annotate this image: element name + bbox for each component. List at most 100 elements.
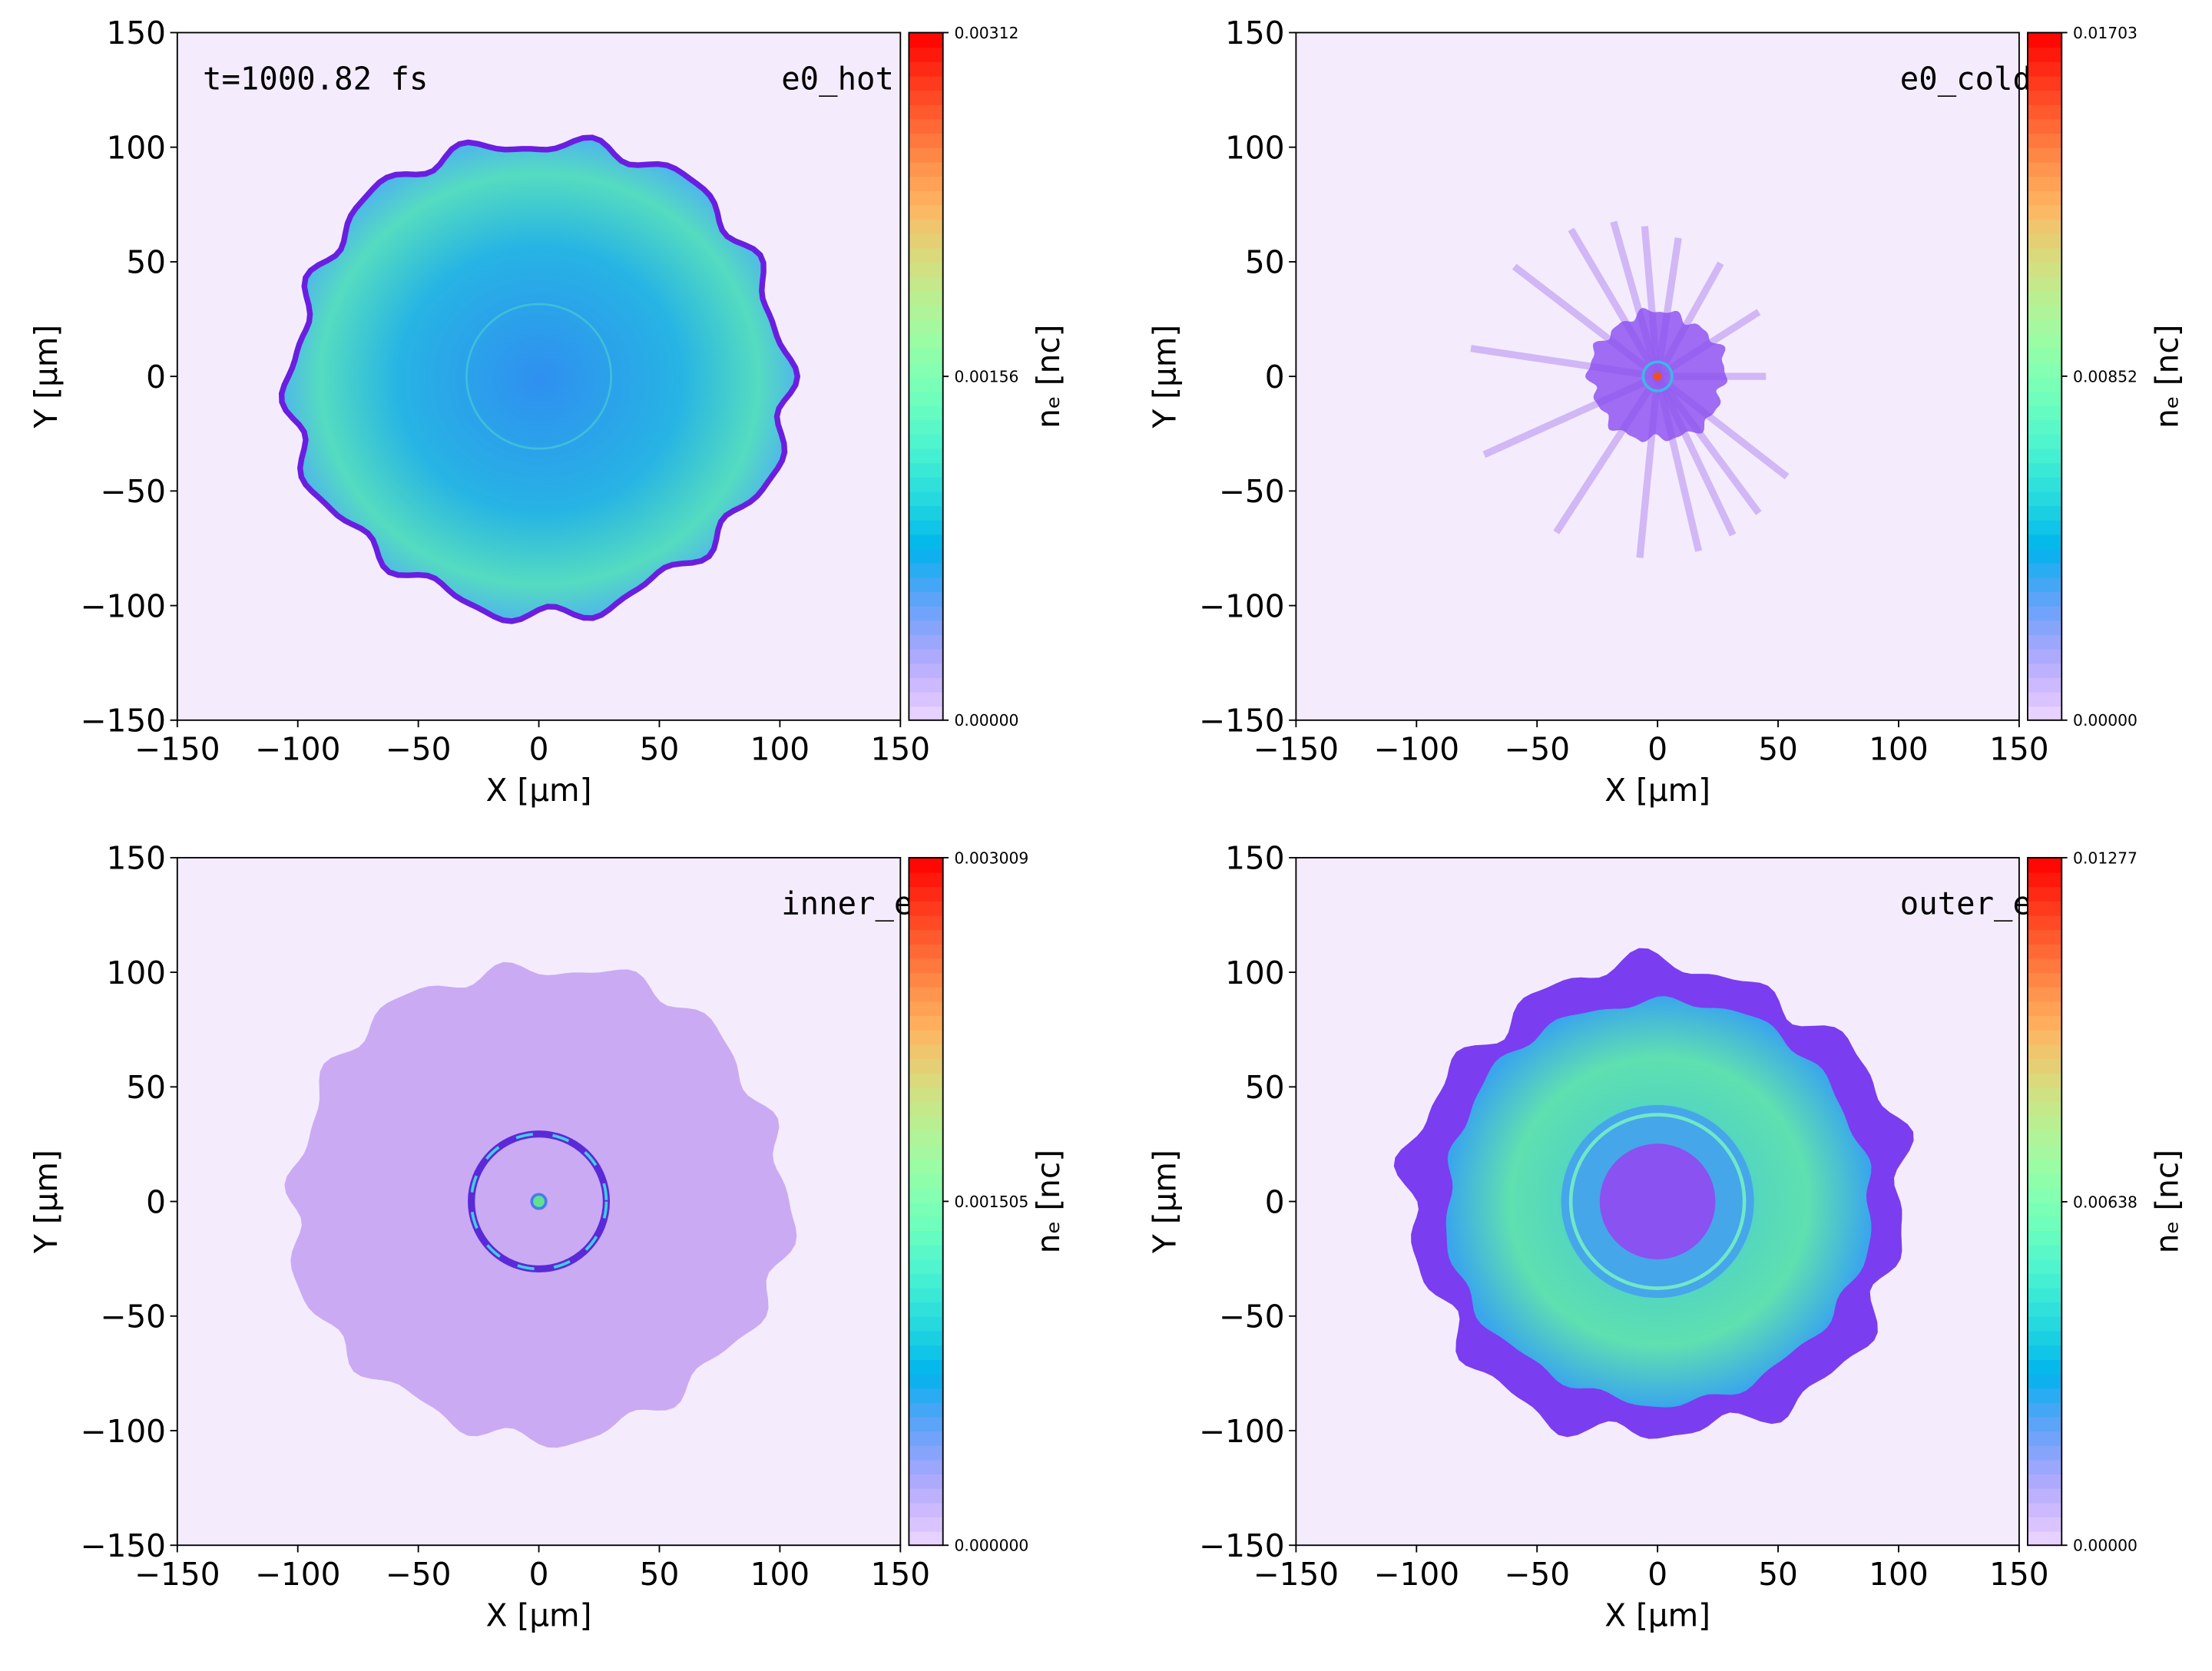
x-tick-label: −50 (1504, 1556, 1570, 1593)
y-tick-label: −50 (1219, 473, 1285, 510)
colorbar-band (909, 706, 943, 721)
colorbar-frame (908, 31, 944, 721)
y-axis-label: Y [μm] (1146, 1150, 1183, 1254)
colorbar-band (2027, 605, 2062, 621)
colorbar-band (909, 534, 943, 550)
x-tick-label: 0 (529, 1556, 549, 1593)
colorbar-band (909, 491, 943, 507)
species-label: outer_e1 (1900, 885, 2051, 922)
colorbar-label: nₑ [nc] (1030, 1150, 1067, 1253)
x-tick-label: 150 (1989, 1556, 2049, 1593)
colorbar-band (909, 1487, 943, 1504)
x-tick-label: −50 (386, 1556, 452, 1593)
colorbar-band (2027, 1530, 2062, 1547)
x-axis-label: X [μm] (486, 772, 592, 809)
colorbar-band (2027, 290, 2062, 306)
colorbar-band (2027, 1015, 2062, 1031)
x-tick-label: −150 (1253, 731, 1339, 768)
colorbar-band (2027, 204, 2062, 220)
colorbar-band (2027, 1158, 2062, 1174)
colorbar-band (2027, 390, 2062, 406)
x-tick-label: 150 (871, 731, 931, 768)
x-tick-label: 100 (750, 1556, 810, 1593)
colorbar-band (909, 133, 943, 148)
colorbar-band (2027, 519, 2062, 535)
colorbar-band (2027, 462, 2062, 478)
x-tick-label: 0 (1647, 1556, 1667, 1593)
colorbar-band (909, 1302, 943, 1317)
colorbar-band (909, 915, 943, 931)
x-axis-label: X [μm] (1604, 772, 1710, 809)
colorbar-band (909, 476, 943, 492)
colorbar-band (909, 118, 943, 134)
colorbar-band (2027, 1100, 2062, 1117)
colorbar-band (2027, 663, 2062, 678)
y-tick-label: −150 (1199, 703, 1285, 740)
y-tick-label: 50 (1245, 244, 1285, 281)
density-ring (469, 1132, 608, 1271)
colorbar-band (909, 1087, 943, 1103)
y-tick-label: −150 (80, 703, 166, 740)
y-tick-label: 0 (146, 1183, 166, 1220)
colorbar-band (2027, 1229, 2062, 1246)
colorbar-band (2027, 1130, 2062, 1146)
colorbar-band (2027, 362, 2062, 378)
colorbar-band (2027, 376, 2062, 392)
colorbar-band (909, 390, 943, 406)
y-tick-label: 50 (1245, 1069, 1285, 1106)
y-tick-label: −150 (1199, 1527, 1285, 1564)
colorbar-band (909, 1287, 943, 1303)
colorbar-band (2027, 118, 2062, 134)
y-tick-label: 100 (107, 955, 167, 991)
colorbar-band (909, 1001, 943, 1017)
colorbar-band (909, 304, 943, 320)
x-tick-label: −50 (386, 731, 452, 768)
colorbar-band (909, 1259, 943, 1274)
colorbar-band (909, 648, 943, 664)
species-label: e0_hot (781, 60, 894, 97)
colorbar-band (2027, 1416, 2062, 1432)
colorbar-band (909, 1044, 943, 1060)
x-tick-label: 50 (640, 1556, 680, 1593)
colorbar-band (909, 1388, 943, 1403)
colorbar-band (2027, 1143, 2062, 1160)
colorbar-band (909, 333, 943, 349)
colorbar-band (2027, 90, 2062, 105)
x-tick-label: −150 (134, 1556, 220, 1593)
colorbar-band (909, 591, 943, 607)
colorbar-band (909, 1158, 943, 1174)
colorbar-band (2027, 1444, 2062, 1461)
colorbar-band (909, 1015, 943, 1031)
colorbar-band (909, 1216, 943, 1231)
colorbar-band (909, 261, 943, 277)
colorbar-band (909, 900, 943, 916)
colorbar-band (2027, 1345, 2062, 1360)
colorbar-band (2027, 943, 2062, 959)
colorbar-band (909, 61, 943, 77)
y-tick-label: 0 (1265, 1183, 1285, 1220)
x-tick-label: −100 (1374, 731, 1460, 768)
colorbar-band (909, 1516, 943, 1532)
y-tick-label: 0 (1265, 359, 1285, 395)
colorbar-band (2027, 1287, 2062, 1303)
colorbar-band (909, 634, 943, 650)
colorbar-band (909, 190, 943, 206)
colorbar-band (909, 204, 943, 220)
colorbar-band (2027, 505, 2062, 521)
y-tick-label: 0 (146, 359, 166, 395)
colorbar-band (2027, 448, 2062, 464)
colorbar-band (2027, 929, 2062, 945)
colorbar-tick-label: 0.00000 (2073, 711, 2137, 730)
colorbar-band (2027, 147, 2062, 163)
colorbar-band (909, 1345, 943, 1360)
colorbar-band (2027, 872, 2062, 888)
colorbar-band (2027, 1072, 2062, 1088)
colorbar-band (909, 1358, 943, 1375)
time-annotation: t=1000.82 fs (203, 60, 428, 97)
colorbar-band (909, 1143, 943, 1160)
colorbar-band (2027, 1244, 2062, 1260)
colorbar-band (2027, 319, 2062, 335)
x-axis-label: X [μm] (1604, 1597, 1710, 1633)
y-tick-label: −50 (100, 473, 166, 510)
colorbar-tick-label: 0.00156 (954, 368, 1018, 386)
